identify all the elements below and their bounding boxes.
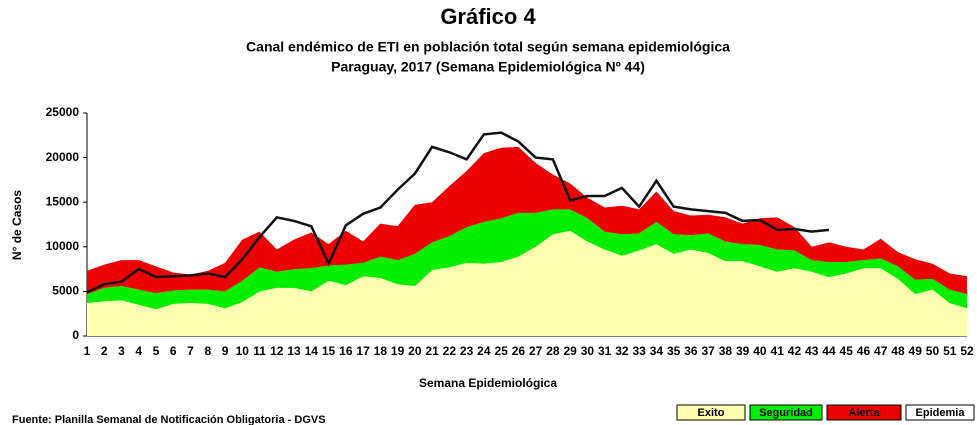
- x-tick-label: 10: [236, 344, 250, 358]
- x-tick-label: 36: [684, 344, 698, 358]
- x-tick-label: 46: [857, 344, 871, 358]
- legend-label: Seguridad: [759, 407, 813, 419]
- x-tick-label: 38: [719, 344, 733, 358]
- x-tick-label: 40: [753, 344, 767, 358]
- x-tick-label: 49: [909, 344, 923, 358]
- area-band: [87, 209, 967, 310]
- x-tick-label: 47: [874, 344, 888, 358]
- y-tick-label: 20000: [46, 150, 80, 164]
- x-tick-label: 19: [391, 344, 405, 358]
- x-tick-label: 44: [822, 344, 836, 358]
- x-tick-label: 26: [512, 344, 526, 358]
- x-tick-label: 37: [701, 344, 715, 358]
- x-tick-label: 21: [425, 344, 439, 358]
- x-tick-label: 11: [253, 344, 266, 358]
- y-axis-label: N° de Casos: [10, 190, 24, 260]
- x-tick-label: 15: [322, 344, 336, 358]
- x-tick-label: 8: [204, 344, 211, 358]
- x-tick-label: 42: [788, 344, 802, 358]
- x-tick-label: 51: [943, 344, 957, 358]
- area-band: [87, 230, 967, 336]
- chart-title: Gráfico 4: [440, 4, 536, 29]
- x-tick-label: 22: [443, 344, 457, 358]
- x-tick-label: 7: [187, 344, 194, 358]
- x-tick-label: 32: [615, 344, 629, 358]
- legend-label: Alerta: [848, 407, 880, 419]
- chart-subtitle: Canal endémico de ETI en población total…: [246, 39, 730, 55]
- x-tick-label: 23: [460, 344, 474, 358]
- y-tick-label: 25000: [46, 105, 80, 119]
- y-tick-label: 5000: [52, 284, 79, 298]
- x-tick-label: 52: [960, 344, 974, 358]
- x-tick-label: 4: [135, 344, 142, 358]
- x-tick-label: 50: [926, 344, 940, 358]
- x-tick-label: 13: [287, 344, 301, 358]
- chart-subtitle: Paraguay, 2017 (Semana Epidemiológica Nº…: [331, 59, 645, 75]
- legend-swatch: [676, 404, 746, 421]
- legend-swatch: [826, 404, 902, 421]
- x-tick-label: 48: [891, 344, 905, 358]
- legend-label: Exito: [698, 407, 725, 419]
- x-tick-label: 31: [598, 344, 612, 358]
- x-tick-label: 6: [170, 344, 177, 358]
- x-tick-label: 3: [118, 344, 125, 358]
- x-axis-label: Semana Epidemiológica: [419, 376, 557, 390]
- x-tick-label: 45: [840, 344, 854, 358]
- x-tick-label: 5: [153, 344, 160, 358]
- legend-swatch: [905, 404, 975, 421]
- source-note: Fuente: Planilla Semanal de Notificación…: [12, 414, 326, 425]
- x-tick-label: 33: [632, 344, 646, 358]
- case-line: [86, 131, 830, 294]
- x-tick-label: 27: [529, 344, 543, 358]
- x-tick-label: 25: [494, 344, 508, 358]
- x-tick-label: 35: [667, 344, 681, 358]
- x-tick-label: 20: [408, 344, 422, 358]
- x-tick-label: 14: [305, 344, 319, 358]
- x-tick-label: 43: [805, 344, 819, 358]
- x-tick-label: 16: [339, 344, 353, 358]
- x-tick-label: 30: [581, 344, 595, 358]
- legend-swatch: [749, 404, 823, 421]
- y-tick-label: 0: [72, 328, 79, 342]
- x-tick-label: 41: [771, 344, 785, 358]
- legend-label: Epidemia: [916, 407, 966, 419]
- x-tick-label: 12: [270, 344, 284, 358]
- x-tick-label: 18: [374, 344, 388, 358]
- x-tick-label: 29: [563, 344, 577, 358]
- x-tick-label: 9: [222, 344, 229, 358]
- x-tick-label: 2: [101, 344, 108, 358]
- x-tick-label: 24: [477, 344, 491, 358]
- y-tick-label: 10000: [46, 239, 80, 253]
- x-tick-label: 17: [356, 344, 370, 358]
- x-tick-label: 1: [84, 344, 91, 358]
- area-band: [87, 146, 967, 295]
- x-tick-label: 28: [546, 344, 560, 358]
- x-tick-label: 34: [650, 344, 664, 358]
- y-tick-label: 15000: [46, 194, 80, 208]
- x-tick-label: 39: [736, 344, 750, 358]
